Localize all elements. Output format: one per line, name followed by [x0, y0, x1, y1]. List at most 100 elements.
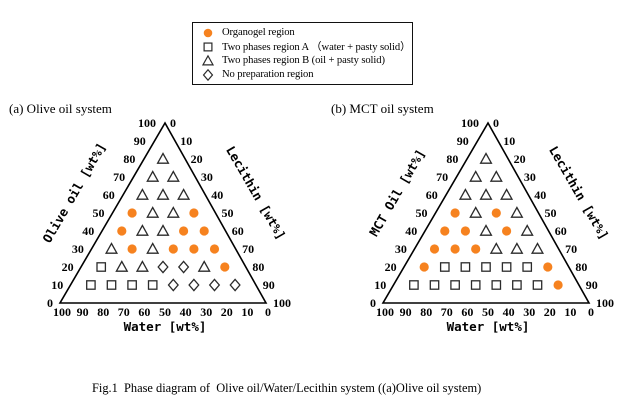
bottom-axis-tick: 10 [241, 305, 253, 319]
right-axis-tick: 0 [170, 116, 176, 130]
legend-item-label: Two phases region A （water + pasty solid… [222, 42, 411, 53]
marker-open-triangle [479, 152, 493, 164]
marker-open-diamond [188, 278, 200, 292]
right-axis-tick: 100 [273, 296, 291, 310]
marker-filled-circle [220, 262, 230, 272]
marker-open-triangle [156, 152, 170, 164]
marker-filled-circle [168, 244, 178, 254]
legend-box: Organogel region Two phases region A （wat… [192, 22, 413, 85]
marker-open-square [439, 262, 450, 272]
marker-open-triangle [177, 188, 191, 200]
left-axis-label: MCT Oil [wt%] [366, 147, 428, 239]
marker-open-triangle [104, 242, 119, 254]
marker-open-triangle-legend [201, 54, 215, 66]
diagram-a-title: (a) Olive oil system [9, 101, 112, 116]
right-axis-tick: 40 [211, 188, 223, 202]
legend-item: Two phases region B (oil + pasty solid) [201, 54, 412, 68]
bottom-axis-tick: 0 [588, 305, 594, 319]
marker-open-triangle [135, 188, 149, 200]
legend-item: No preparation region [201, 68, 412, 82]
left-axis-tick: 60 [103, 188, 115, 202]
marker-open-square [429, 280, 440, 290]
marker-open-triangle [510, 242, 524, 254]
right-axis-tick: 60 [555, 224, 567, 238]
diagram-b-title: (b) MCT oil system [331, 101, 434, 116]
marker-filled-circle [209, 244, 220, 254]
left-axis-label: Olive oil [wt%] [39, 140, 108, 245]
legend-item-label: Organogel region [222, 27, 295, 38]
right-axis-tick: 10 [180, 134, 192, 148]
right-axis-tick: 50 [545, 206, 557, 220]
marker-filled-circle [450, 208, 460, 218]
marker-filled-circle [543, 262, 553, 272]
bottom-axis-label: Water [wt%] [447, 319, 530, 334]
marker-open-triangle [520, 224, 534, 236]
marker-open-square [512, 280, 522, 290]
bottom-axis-tick: 80 [97, 305, 109, 319]
bottom-axis-tick: 50 [159, 305, 171, 319]
legend-filled-circle-icon [203, 28, 213, 38]
right-axis-tick: 20 [514, 152, 526, 166]
marker-filled-circle [199, 226, 209, 236]
bottom-axis-tick: 100 [376, 305, 394, 319]
marker-open-square [460, 262, 471, 272]
marker-open-square [409, 280, 419, 290]
marker-open-square [450, 280, 460, 290]
bottom-axis-tick: 90 [77, 305, 89, 319]
marker-filled-circle [491, 208, 501, 218]
legend-item: Two phases region A （water + pasty solid… [201, 40, 412, 54]
marker-open-square [491, 280, 502, 290]
marker-open-square-legend [203, 42, 213, 52]
left-axis-tick: 50 [416, 206, 428, 220]
right-axis-tick: 80 [252, 260, 264, 274]
marker-open-diamond [229, 278, 241, 292]
marker-filled-circle [460, 226, 470, 236]
marker-open-diamond [167, 278, 179, 292]
figure-caption: Fig.1 Phase diagram of Olive oil/Water/L… [92, 350, 493, 401]
left-axis-tick: 30 [72, 242, 84, 256]
left-axis-tick: 0 [47, 296, 53, 310]
marker-filled-circle [189, 244, 199, 254]
bottom-axis-tick: 90 [400, 305, 412, 319]
bottom-axis-tick: 50 [482, 305, 494, 319]
marker-open-square [470, 280, 481, 290]
marker-open-square [532, 280, 543, 290]
marker-open-triangle [458, 188, 472, 200]
marker-open-square [86, 280, 96, 290]
right-axis-tick: 40 [534, 188, 546, 202]
bottom-axis-tick: 40 [503, 305, 515, 319]
legend-item-label: No preparation region [222, 69, 314, 80]
marker-open-triangle [166, 206, 180, 218]
marker-open-square [501, 262, 512, 272]
legend-item: Organogel region [201, 26, 412, 40]
marker-filled-circle-legend [203, 28, 213, 38]
marker-open-square [127, 280, 137, 290]
left-axis-tick: 0 [370, 296, 376, 310]
bottom-axis-tick: 60 [461, 305, 473, 319]
left-axis-tick: 40 [405, 224, 417, 238]
right-axis-tick: 90 [263, 278, 275, 292]
ternary-diagram-olive-oil: 1009080706050403020100010203040506070809… [39, 116, 291, 334]
marker-filled-circle [189, 208, 199, 218]
marker-open-diamond [157, 260, 169, 274]
marker-open-triangle [469, 206, 483, 218]
left-axis-tick: 90 [457, 134, 469, 148]
bottom-axis-tick: 100 [53, 305, 71, 319]
ternary-diagram-mct-oil: 1009080706050403020100010203040506070809… [366, 116, 614, 334]
marker-open-triangle [500, 188, 514, 200]
triangle-outline [58, 121, 268, 304]
right-axis-tick: 80 [575, 260, 587, 274]
bottom-axis-tick: 30 [523, 305, 535, 319]
left-axis-tick: 40 [82, 224, 94, 238]
left-axis-tick: 60 [426, 188, 438, 202]
marker-open-triangle [510, 206, 524, 218]
left-axis-tick: 30 [395, 242, 407, 256]
marker-open-square [106, 280, 117, 290]
left-axis-tick: 70 [436, 170, 448, 184]
marker-open-triangle [489, 242, 503, 254]
marker-open-triangle [479, 224, 493, 236]
marker-open-triangle [146, 206, 160, 218]
marker-open-diamond [208, 278, 221, 292]
marker-filled-circle [179, 226, 189, 236]
